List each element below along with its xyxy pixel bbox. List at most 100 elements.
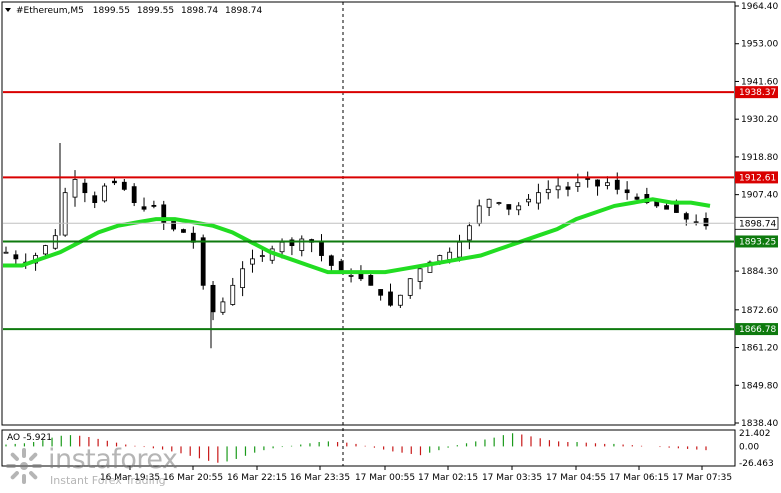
price-axis-label: 1953.00 bbox=[741, 40, 778, 50]
level-price-tag bbox=[735, 235, 778, 248]
level-price-label: 1912.61 bbox=[739, 173, 776, 183]
candle-body bbox=[250, 258, 255, 265]
watermark-tagline: Instant Forex Trading bbox=[50, 474, 166, 487]
candle-body bbox=[624, 189, 630, 194]
open-value: 1899.55 bbox=[93, 6, 130, 16]
candle-body bbox=[210, 284, 216, 313]
time-axis-label: 17 Mar 04:55 bbox=[546, 473, 606, 483]
watermark-brand: instaforex bbox=[48, 444, 178, 475]
close-value: 1898.74 bbox=[225, 6, 262, 16]
level-price-tag bbox=[735, 323, 778, 336]
candle-body bbox=[161, 204, 167, 223]
indicator-label: AO -5.921 bbox=[7, 433, 52, 443]
price-axis-label: 1861.20 bbox=[741, 344, 778, 354]
support-resistance-levels[interactable]: 1938.37 1912.61 1893.25 1866.78 1898.74 bbox=[3, 86, 779, 336]
candle-body bbox=[13, 254, 19, 260]
price-axis-label: 1941.60 bbox=[741, 77, 778, 87]
candle-body bbox=[220, 301, 226, 313]
oscillator-axis-label: -26.463 bbox=[739, 459, 774, 469]
candle-body bbox=[289, 239, 295, 247]
current-price-tag bbox=[734, 216, 779, 230]
chart-header: #Ethereum,M5 1899.55 1899.55 1898.74 189… bbox=[16, 6, 263, 16]
candle-body bbox=[605, 182, 610, 186]
level-price-tag bbox=[735, 171, 778, 184]
price-axis: 1964.40 1953.00 1941.60 1930.20 1918.80 1907.… bbox=[735, 2, 778, 429]
candle-body bbox=[82, 182, 88, 194]
price-axis-label: 1907.40 bbox=[741, 191, 778, 201]
candle-body bbox=[397, 294, 403, 306]
candle-body bbox=[466, 225, 472, 241]
candle-body bbox=[476, 205, 482, 224]
candle-body bbox=[3, 251, 9, 254]
candle-body bbox=[437, 255, 443, 262]
candle-body bbox=[181, 229, 186, 233]
candle-body bbox=[388, 291, 393, 306]
instaforex-logo-icon bbox=[6, 448, 42, 484]
candle-body bbox=[526, 198, 531, 203]
candle-body bbox=[427, 261, 433, 273]
candle-body bbox=[664, 205, 669, 210]
candle-body bbox=[230, 284, 236, 305]
price-axis-label: 1964.40 bbox=[741, 2, 778, 12]
candle-body bbox=[378, 289, 384, 296]
candle-body bbox=[259, 255, 265, 257]
level-price-tag bbox=[735, 86, 778, 99]
candle-body bbox=[555, 185, 561, 191]
moving-average-line bbox=[3, 197, 711, 275]
main-plot-frame bbox=[1, 1, 736, 426]
current-price-label: 1898.74 bbox=[739, 219, 776, 229]
candle-body bbox=[279, 241, 285, 253]
candle-body bbox=[447, 251, 453, 260]
time-axis-label: 16 Mar 22:15 bbox=[227, 473, 287, 483]
level-price-label: 1938.37 bbox=[739, 88, 776, 98]
indicator-plot-frame bbox=[1, 429, 736, 467]
time-axis-label: 17 Mar 06:15 bbox=[609, 473, 669, 483]
candle-body bbox=[62, 192, 68, 236]
oscillator-axis-label: 0.00 bbox=[739, 442, 759, 452]
level-price-label: 1866.78 bbox=[739, 325, 776, 335]
time-axis-label: 17 Mar 03:35 bbox=[482, 473, 542, 483]
candle-body bbox=[565, 186, 571, 190]
candle-body bbox=[614, 179, 620, 190]
high-value: 1899.55 bbox=[137, 6, 174, 16]
price-axis-label: 1872.60 bbox=[741, 306, 778, 316]
time-axis-label: 17 Mar 00:55 bbox=[355, 473, 415, 483]
time-axis-label: 16 Mar 20:55 bbox=[163, 473, 223, 483]
symbol-label: #Ethereum,M5 bbox=[16, 6, 84, 16]
oscillator-axis: 21.402 0.00 -26.463 bbox=[739, 429, 774, 469]
candle-body bbox=[102, 185, 107, 202]
level-price-label: 1893.25 bbox=[739, 237, 776, 247]
candle-body bbox=[141, 206, 147, 210]
triangle-down-icon[interactable] bbox=[5, 8, 11, 12]
candle-body bbox=[121, 181, 127, 190]
candle-body bbox=[506, 204, 512, 210]
candle-body bbox=[240, 268, 246, 289]
candle-body bbox=[299, 238, 305, 251]
candle-body bbox=[674, 204, 679, 213]
candle-body bbox=[200, 237, 206, 286]
price-axis-label: 1930.20 bbox=[741, 115, 778, 125]
candle-body bbox=[417, 268, 423, 282]
candle-body bbox=[575, 182, 581, 187]
price-axis-label: 1849.80 bbox=[741, 381, 778, 391]
candle-body bbox=[545, 188, 551, 194]
candle-body bbox=[171, 220, 177, 230]
candle-body bbox=[693, 221, 699, 224]
candle-body bbox=[43, 245, 48, 255]
candle-body bbox=[703, 217, 709, 227]
candle-body bbox=[516, 205, 522, 211]
low-value: 1898.74 bbox=[181, 6, 218, 16]
price-axis-label: 1884.30 bbox=[741, 267, 778, 277]
candle-body bbox=[348, 274, 354, 277]
candle-body bbox=[634, 196, 640, 200]
watermark-logo: instaforex Instant Forex Trading bbox=[4, 444, 182, 488]
candle-body bbox=[328, 255, 334, 266]
candle-body bbox=[535, 192, 541, 204]
oscillator-axis-label: 21.402 bbox=[739, 429, 771, 439]
candle-body bbox=[407, 278, 413, 296]
candle-body bbox=[131, 186, 137, 203]
candle-body bbox=[595, 179, 600, 187]
candle-body bbox=[368, 275, 374, 286]
